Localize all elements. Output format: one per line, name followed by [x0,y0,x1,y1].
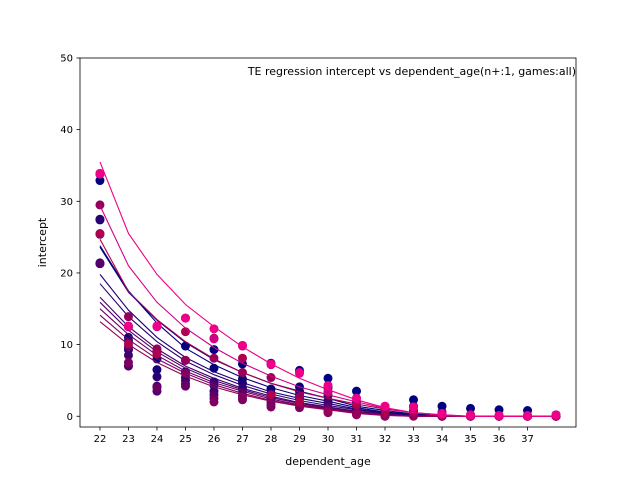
data-point [494,411,504,421]
data-point [380,401,390,411]
data-point [209,345,219,355]
data-point [152,321,162,331]
data-point [95,259,105,269]
x-tick-label: 35 [464,434,477,445]
data-point [237,353,247,363]
data-point [180,313,190,323]
data-point [209,397,219,407]
y-tick-label: 30 [60,197,73,208]
x-tick-label: 30 [322,434,335,445]
x-tick-label: 27 [236,434,249,445]
x-tick-label: 37 [521,434,534,445]
data-point [266,402,276,412]
x-axis-title: dependent_age [285,455,371,468]
y-axis: 0 10 20 30 40 50 [60,54,80,423]
data-point [152,349,162,359]
x-axis: 22 23 24 25 26 27 28 29 30 31 32 33 34 35 36 37 [94,427,534,445]
data-point [123,339,133,349]
data-point [409,395,419,405]
chart-title: TE regression intercept vs dependent_age… [247,65,576,78]
x-tick-label: 24 [151,434,164,445]
x-tick-label: 32 [379,434,392,445]
x-tick-label: 23 [122,434,135,445]
data-point [152,365,162,375]
data-point [294,368,304,378]
data-point [523,411,533,421]
data-point [180,355,190,365]
x-tick-label: 33 [407,434,420,445]
x-tick-label: 25 [179,434,192,445]
data-point [152,372,162,382]
data-point [352,386,362,396]
y-axis-title: intercept [36,217,49,267]
data-point [152,383,162,393]
x-tick-label: 34 [436,434,449,445]
data-point [123,350,133,360]
data-point [95,168,105,178]
data-point [95,176,105,186]
series-12 [95,161,561,421]
data-point [294,397,304,407]
data-point [266,359,276,369]
x-tick-label: 28 [265,434,278,445]
data-point [551,410,561,420]
data-point [123,312,133,322]
data-point [123,358,133,368]
x-tick-label: 31 [350,434,363,445]
data-point [466,410,476,420]
data-point [352,410,362,420]
data-point [323,373,333,383]
chart-marks [95,161,561,421]
y-tick-label: 50 [60,54,73,65]
data-point [409,402,419,412]
y-tick-label: 10 [60,340,73,351]
y-tick-label: 40 [60,125,73,136]
y-tick-label: 0 [67,412,73,423]
data-point [237,395,247,405]
data-point [180,381,190,391]
data-point [209,324,219,334]
x-tick-label: 22 [94,434,107,445]
data-point [123,321,133,331]
data-point [95,200,105,210]
data-point [437,408,447,418]
x-tick-label: 29 [293,434,306,445]
x-tick-label: 26 [208,434,221,445]
data-point [209,353,219,363]
y-tick-label: 20 [60,268,73,279]
data-point [95,229,105,239]
data-point [180,341,190,351]
data-point [323,380,333,390]
x-tick-label: 36 [493,434,506,445]
data-point [266,390,276,400]
data-point [237,340,247,350]
data-point [466,403,476,413]
data-point [95,214,105,224]
data-point [209,334,219,344]
data-point [323,408,333,418]
data-point [352,393,362,403]
